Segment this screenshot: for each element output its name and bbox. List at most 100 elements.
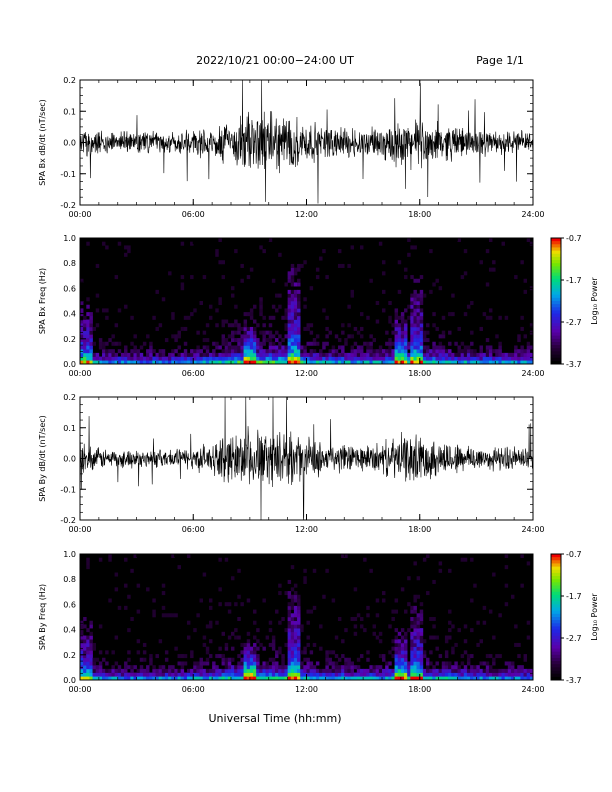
spectrogram-cell bbox=[359, 624, 364, 629]
spectrogram-cell bbox=[95, 352, 100, 357]
spectrogram-cell bbox=[234, 349, 238, 354]
spectrogram-cell bbox=[394, 639, 399, 644]
spectrogram-cell bbox=[413, 245, 417, 250]
spectrogram-cell bbox=[281, 360, 285, 365]
spectrogram-cell bbox=[262, 598, 266, 603]
spectrogram-cell bbox=[297, 609, 301, 614]
spectrogram-cell bbox=[517, 642, 521, 647]
spectrogram-cell bbox=[293, 598, 298, 603]
spectrogram-cell bbox=[400, 323, 405, 328]
spectrogram-cell bbox=[463, 352, 468, 357]
spectrogram-cell bbox=[378, 639, 383, 644]
spectrogram-cell bbox=[168, 672, 172, 677]
spectrogram-cell bbox=[290, 278, 295, 283]
spectrogram-cell bbox=[253, 646, 257, 651]
spectrogram-cell bbox=[202, 661, 207, 666]
spectrogram-cell bbox=[382, 598, 386, 603]
spectrogram-cell bbox=[253, 661, 257, 666]
spectrogram-cell bbox=[400, 319, 405, 324]
spectrogram-cell bbox=[180, 672, 185, 677]
spectrogram-cell bbox=[168, 613, 172, 618]
spectrogram-cell bbox=[149, 676, 153, 681]
spectrogram-cell bbox=[240, 665, 244, 670]
spectrogram-cell bbox=[410, 338, 414, 343]
spectrogram-cell bbox=[193, 356, 197, 361]
bx-dbdt-tick-labels: -0.2-0.10.00.10.200:00 06:00 12:00 18:00 24:… bbox=[60, 76, 544, 219]
spectrogram-cell bbox=[363, 356, 367, 361]
spectrogram-cell bbox=[105, 315, 109, 320]
spectrogram-cell bbox=[457, 360, 461, 365]
spectrogram-cell bbox=[404, 665, 408, 670]
spectrogram-cell bbox=[419, 661, 424, 666]
spectrogram-cell bbox=[240, 263, 244, 268]
spectrogram-cell bbox=[268, 356, 273, 361]
spectrogram-cell bbox=[83, 639, 87, 644]
spectrogram-cell bbox=[416, 278, 421, 283]
spectrogram-cell bbox=[130, 668, 134, 673]
spectrogram-cell bbox=[275, 360, 279, 365]
spectrogram-cell bbox=[300, 349, 304, 354]
colorbar-swatch bbox=[551, 272, 561, 277]
spectrogram-cell bbox=[205, 657, 210, 662]
spectrogram-cell bbox=[410, 646, 414, 651]
spectrogram-cell bbox=[416, 301, 421, 306]
spectrogram-cell bbox=[105, 356, 109, 361]
colorbar-swatch bbox=[551, 591, 561, 596]
spectrogram-cell bbox=[432, 312, 436, 317]
spectrogram-cell bbox=[470, 628, 474, 633]
spectrogram-cell bbox=[441, 668, 446, 673]
spectrogram-cell bbox=[407, 676, 411, 681]
spectrogram-cell bbox=[303, 326, 307, 331]
spectrogram-cell bbox=[124, 356, 128, 361]
spectrogram-cell bbox=[240, 338, 244, 343]
spectrogram-cell bbox=[404, 352, 408, 357]
spectrogram-cell bbox=[199, 665, 203, 670]
spectrogram-cell bbox=[180, 326, 185, 331]
spectrogram-cell bbox=[435, 635, 439, 640]
spectrogram-cell bbox=[404, 635, 408, 640]
spectrogram-cell bbox=[482, 312, 487, 317]
spectrogram-cell bbox=[256, 657, 260, 662]
spectrogram-cell bbox=[202, 360, 207, 365]
spectrogram-cell bbox=[303, 360, 307, 365]
spectrogram-cell bbox=[523, 672, 528, 677]
spectrogram-cell bbox=[400, 356, 405, 361]
spectrogram-cell bbox=[218, 672, 222, 677]
spectrogram-cell bbox=[224, 665, 229, 670]
spectrogram-cell bbox=[382, 308, 386, 313]
spectrogram-cell bbox=[246, 326, 251, 331]
spectrogram-cell bbox=[98, 624, 103, 629]
spectrogram-cell bbox=[243, 338, 248, 343]
spectrogram-cell bbox=[155, 289, 159, 294]
spectrogram-cell bbox=[520, 668, 524, 673]
spectrogram-cell bbox=[529, 323, 534, 328]
spectrogram-cell bbox=[152, 315, 156, 320]
spectrogram-cell bbox=[278, 646, 282, 651]
spectrogram-cell bbox=[429, 617, 433, 622]
colorbar-swatch bbox=[551, 345, 561, 349]
spectrogram-cell bbox=[231, 286, 235, 291]
spectrogram-cell bbox=[416, 330, 421, 335]
spectrogram-cell bbox=[281, 349, 285, 354]
spectrogram-cell bbox=[171, 334, 175, 339]
spectrogram-cell bbox=[422, 338, 427, 343]
spectrogram-cell bbox=[400, 360, 405, 365]
spectrogram-cell bbox=[275, 352, 279, 357]
spectrogram-cell bbox=[80, 278, 84, 283]
spectrogram-cell bbox=[208, 315, 213, 320]
spectrogram-cell bbox=[454, 672, 458, 677]
spectrogram-cell bbox=[86, 561, 90, 566]
spectrogram-cell bbox=[284, 676, 288, 681]
spectrogram-cell bbox=[86, 352, 90, 357]
spectrogram-cell bbox=[407, 352, 411, 357]
spectrogram-cell bbox=[218, 345, 222, 350]
spectrogram-cell bbox=[331, 665, 336, 670]
spectrogram-cell bbox=[435, 345, 439, 350]
colorbar-swatch bbox=[551, 607, 561, 612]
spectrogram-cell bbox=[130, 349, 134, 354]
spectrogram-cell bbox=[127, 676, 131, 681]
spectrogram-cell bbox=[429, 661, 433, 666]
spectrogram-cell bbox=[205, 661, 210, 666]
spectrogram-cell bbox=[89, 668, 93, 673]
x-tick-label: 24:00 bbox=[521, 525, 544, 534]
